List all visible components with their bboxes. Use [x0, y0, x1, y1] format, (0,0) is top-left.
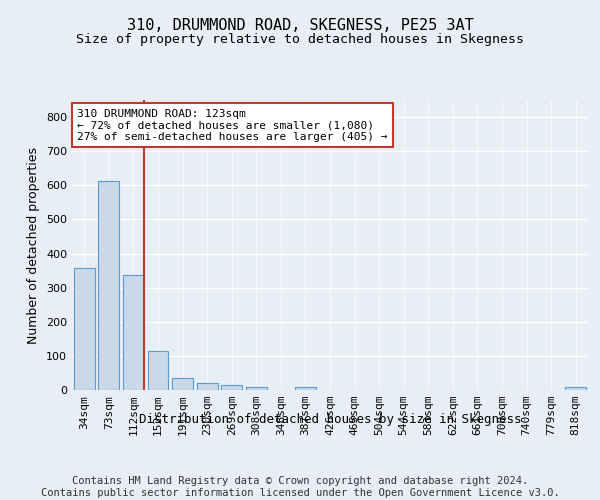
Bar: [123, 274, 144, 390]
Text: 310, DRUMMOND ROAD, SKEGNESS, PE25 3AT: 310, DRUMMOND ROAD, SKEGNESS, PE25 3AT: [127, 18, 473, 32]
Bar: [565, 388, 586, 390]
Text: 310 DRUMMOND ROAD: 123sqm
← 72% of detached houses are smaller (1,080)
27% of se: 310 DRUMMOND ROAD: 123sqm ← 72% of detac…: [77, 108, 388, 142]
Bar: [98, 181, 119, 390]
Bar: [148, 351, 169, 390]
Bar: [74, 268, 95, 390]
Bar: [197, 383, 218, 390]
Text: Distribution of detached houses by size in Skegness: Distribution of detached houses by size …: [139, 412, 521, 426]
Y-axis label: Number of detached properties: Number of detached properties: [28, 146, 40, 344]
Text: Contains HM Land Registry data © Crown copyright and database right 2024.
Contai: Contains HM Land Registry data © Crown c…: [41, 476, 559, 498]
Bar: [221, 385, 242, 390]
Bar: [246, 386, 267, 390]
Text: Size of property relative to detached houses in Skegness: Size of property relative to detached ho…: [76, 32, 524, 46]
Bar: [172, 378, 193, 390]
Bar: [295, 388, 316, 390]
